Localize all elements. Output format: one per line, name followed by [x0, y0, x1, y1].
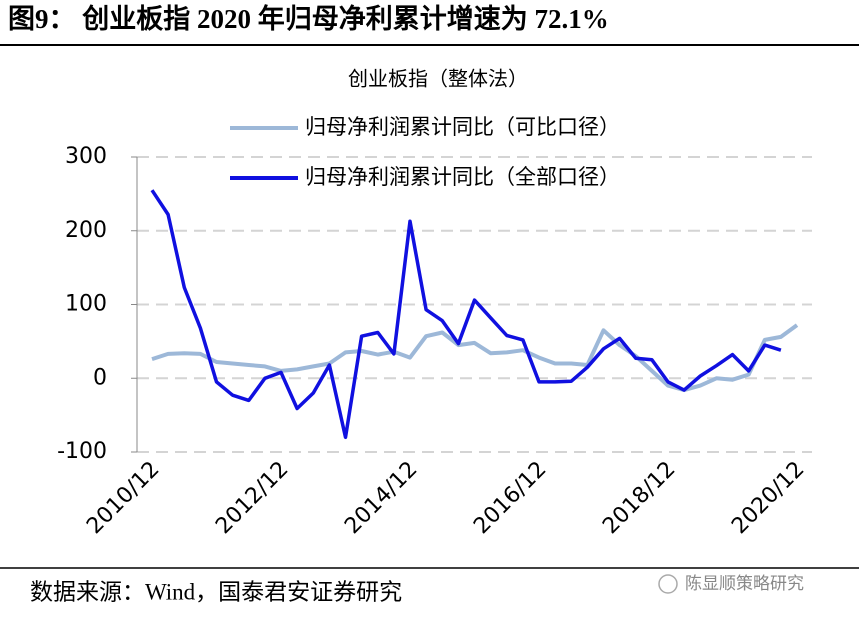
chart-title: 创业板指（整体法）: [348, 67, 528, 91]
x-tick-label: 2010/12: [82, 457, 164, 539]
x-tick-label: 2020/12: [727, 457, 809, 539]
series-line: [150, 189, 782, 440]
series-line: [151, 323, 799, 393]
legend-label: 归母净利润累计同比（全部口径）: [305, 165, 620, 189]
y-tick-label: 200: [65, 218, 107, 243]
y-tick-label: -100: [57, 439, 107, 464]
source: 数据来源：Wind，国泰君安证券研究: [30, 579, 402, 604]
watermark: 陈显顺策略研究: [685, 574, 804, 594]
watermark-icon: [658, 574, 678, 594]
figure-title: 图9： 创业板指 2020 年归母净利累计增速为 72.1%: [8, 3, 609, 34]
x-tick-label: 2012/12: [211, 457, 293, 539]
x-tick-label: 2018/12: [598, 457, 680, 539]
y-tick-label: 300: [65, 144, 107, 169]
legend-label: 归母净利润累计同比（可比口径）: [305, 115, 620, 139]
y-tick-label: 100: [65, 292, 107, 317]
y-tick-label: 0: [93, 365, 107, 390]
x-tick-label: 2016/12: [469, 457, 551, 539]
x-tick-label: 2014/12: [340, 457, 422, 539]
